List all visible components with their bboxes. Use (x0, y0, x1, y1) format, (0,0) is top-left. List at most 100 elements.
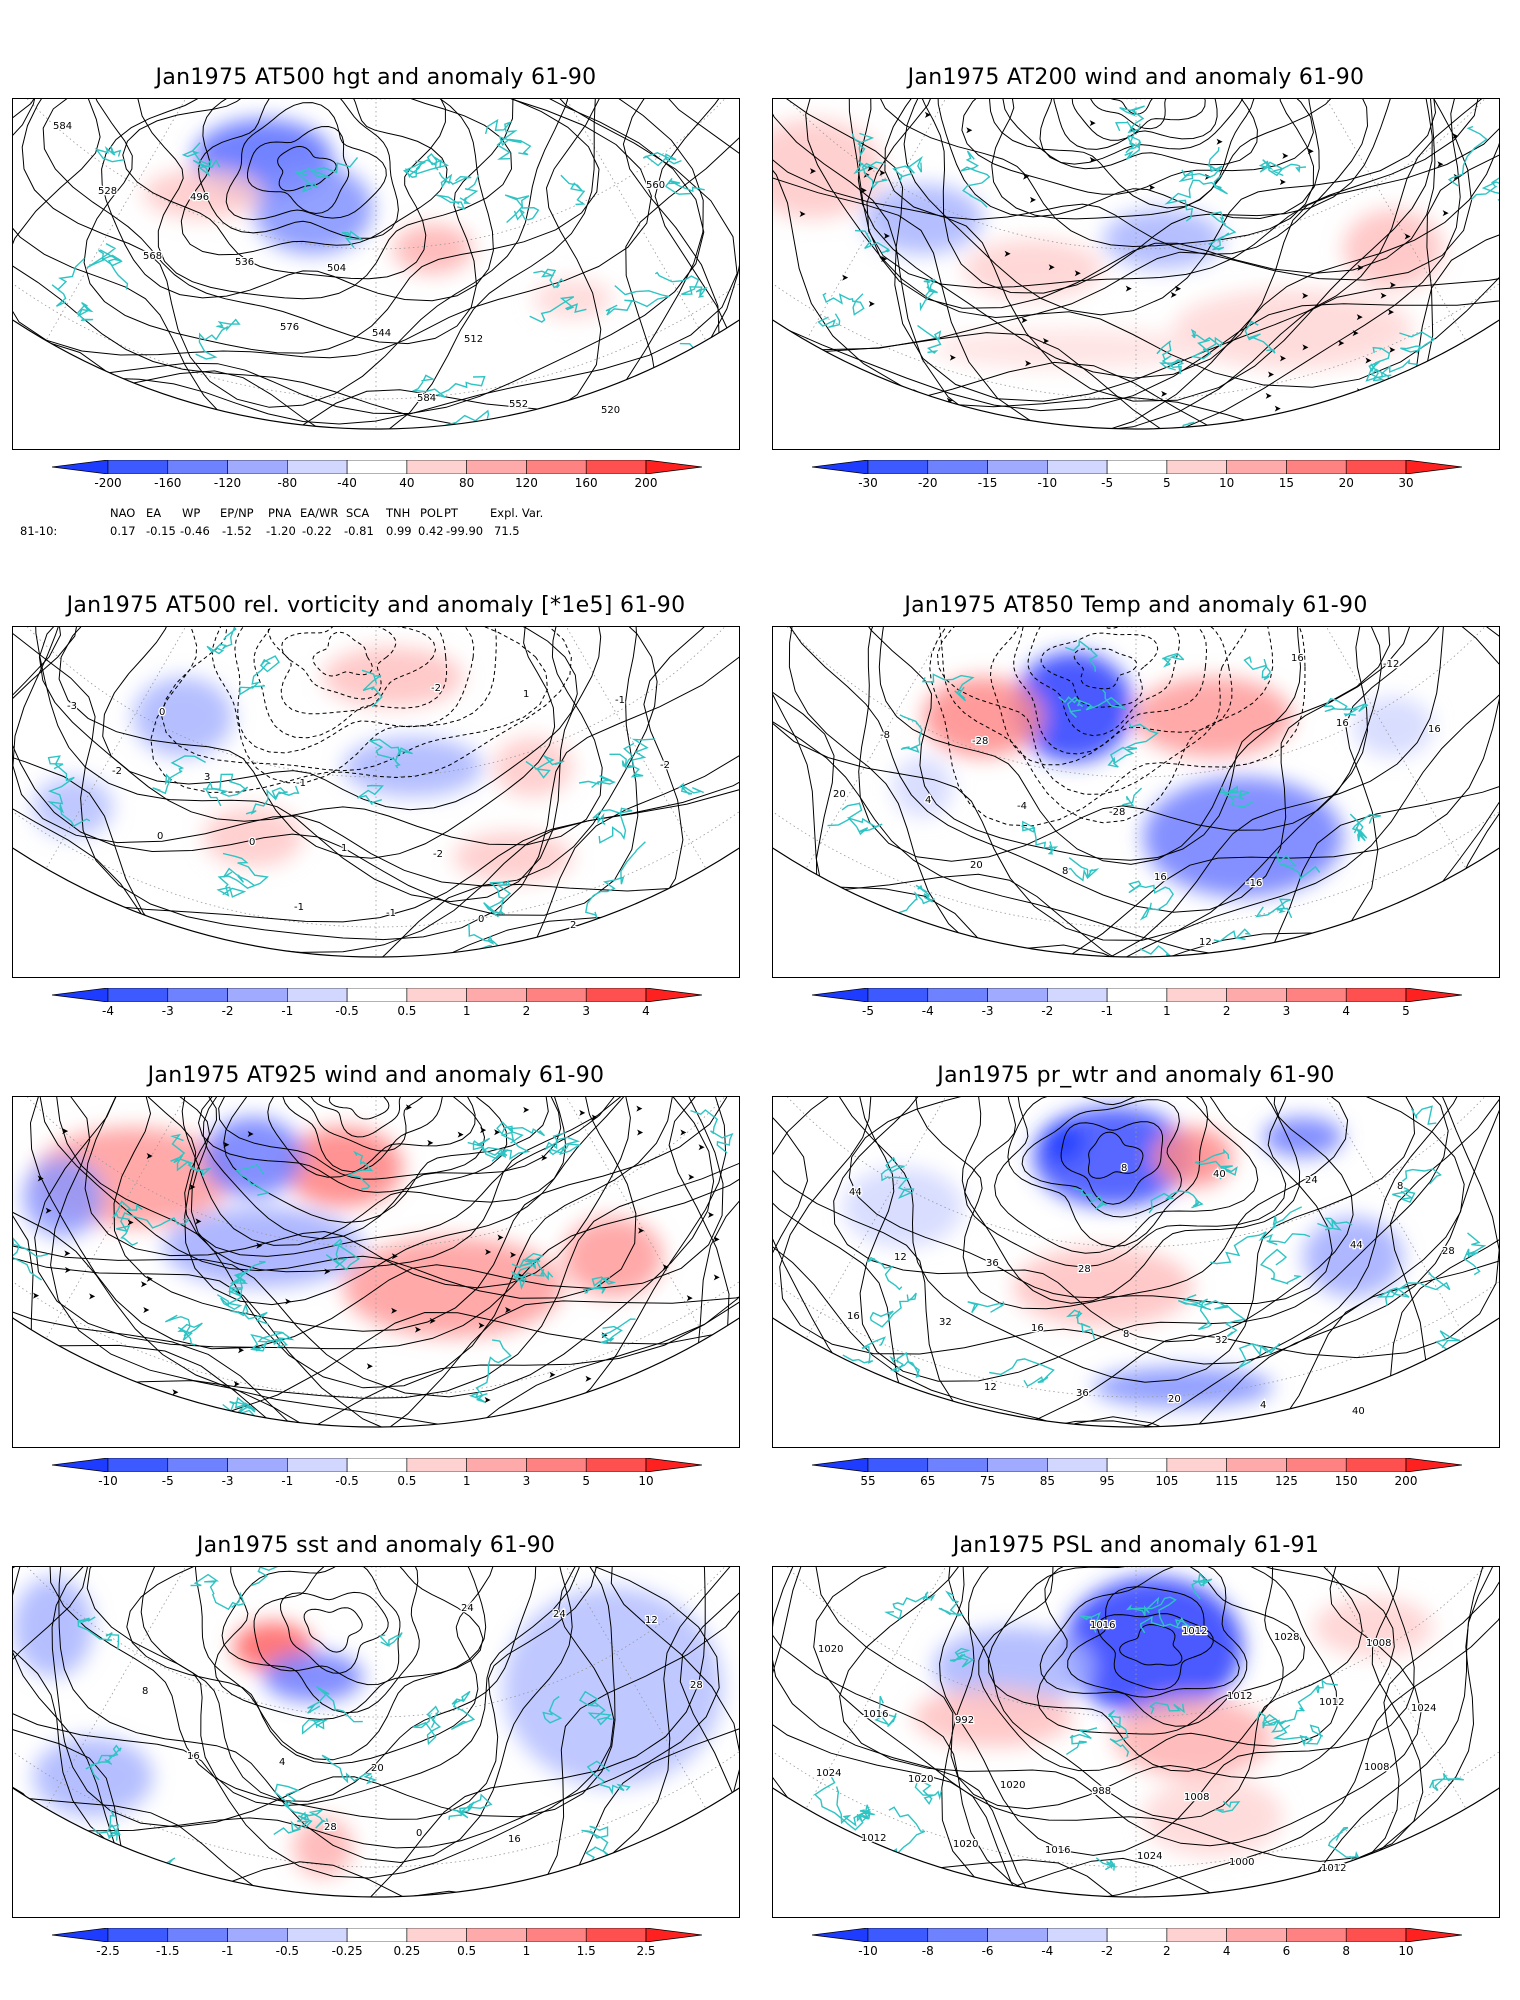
contour-label: 28 (324, 1822, 337, 1833)
colorbar-tick-label: 1 (522, 1944, 531, 1958)
colorbar-tick-label: -2 (1041, 1004, 1054, 1018)
colorbar-extend-high (645, 1928, 702, 1942)
colorbar-swatch (987, 1928, 1048, 1942)
colorbar-swatch (1345, 460, 1407, 474)
colorbar-tick-label: 200 (1394, 1474, 1418, 1488)
colorbar: -10 -8 -6 -4 -2 2 4 6 8 10 (812, 1928, 1462, 1968)
contour-label: 536 (235, 257, 254, 268)
colorbar-swatch (466, 988, 527, 1002)
contour-label: 1020 (908, 1774, 933, 1785)
colorbar-tick-label: 3 (582, 1004, 591, 1018)
colorbar-tick-label: -3 (981, 1004, 994, 1018)
anomaly-shading (843, 1107, 1403, 1407)
colorbar-tick-label: 120 (514, 476, 538, 490)
colorbar-tick-label: -0.5 (275, 1944, 300, 1958)
colorbar-bar (812, 1458, 1462, 1472)
colorbar-swatch (585, 1928, 647, 1942)
anomaly-shading (143, 119, 613, 319)
colorbar-extend-high (1405, 988, 1462, 1002)
panel-title: Jan1975 sst and anomaly 61-90 (196, 1533, 556, 1558)
colorbar: -4 -3 -2 -1 -0.5 0.5 1 2 3 4 (52, 988, 702, 1028)
colorbar-swatch (1226, 1928, 1287, 1942)
contour-label: 20 (833, 789, 846, 800)
colorbar-swatch (1047, 1928, 1108, 1942)
colorbar-tick-label: -6 (981, 1944, 994, 1958)
colorbar-swatch (227, 988, 288, 1002)
colorbar-swatch (585, 460, 647, 474)
contour-label: 20 (371, 1763, 384, 1774)
colorbar-extend-high (1405, 1458, 1462, 1472)
graticule (773, 99, 1499, 429)
panel-title: Jan1975 AT925 wind and anomaly 61-90 (147, 1063, 605, 1088)
colorbar-swatch (466, 1928, 527, 1942)
contour-label: 512 (464, 334, 483, 345)
contour-label: 0 (416, 1828, 422, 1839)
colorbar-extend-low (52, 1928, 109, 1942)
colorbar-extend-low (812, 460, 869, 474)
polar-map: 1008 1012 1020 992 988 1000 1008 1016 1020 1024 10… (773, 1567, 1499, 1898)
colorbar-swatch (1047, 1458, 1108, 1472)
colorbar-tick-label: -0.5 (335, 1474, 359, 1488)
contour-label: 8 (1121, 1163, 1127, 1174)
contour-label: 4 (925, 795, 931, 806)
colorbar-swatch (167, 1928, 228, 1942)
contour-labels: 584 496 504 512 520 528 536 544 552 560 568 576 584 (52, 120, 667, 418)
contour-label: 1 (523, 689, 529, 700)
contour-label: 496 (190, 192, 209, 203)
contour-label: 16 (1031, 1323, 1044, 1334)
colorbar-bar (812, 460, 1462, 474)
colorbar-extend-high (645, 460, 702, 474)
colorbar-extend-low (52, 988, 109, 1002)
colorbar-extend-low (52, 460, 109, 474)
contour-label: 44 (849, 1187, 862, 1198)
colorbar-tick-label: 10 (1398, 1944, 1414, 1958)
colorbar-tick-label: 0.5 (457, 1944, 477, 1958)
colorbar-extend-low (812, 988, 869, 1002)
colorbar-tick-label: 40 (399, 476, 415, 490)
map-frame (772, 98, 1500, 450)
teleconnection-header: TNH (386, 506, 411, 520)
anomaly-shading (13, 1577, 723, 1877)
colorbar-tick-label: 65 (920, 1474, 936, 1488)
colorbar-swatch (927, 988, 988, 1002)
colorbar-swatch (107, 988, 169, 1002)
contour-label: -28 (1109, 807, 1125, 818)
contour-label: 1016 (1090, 1620, 1115, 1631)
colorbar-swatch (227, 460, 288, 474)
contour-label: 16 (1336, 718, 1349, 729)
map-frame: 20 16 12 8 4 0 24 28 16 28 24 (12, 1566, 740, 1918)
colorbar-swatch (406, 1458, 467, 1472)
colorbar-swatch (1286, 460, 1347, 474)
colorbar-tick-label: 0.5 (397, 1474, 417, 1488)
panel-title: Jan1975 AT500 hgt and anomaly 61-90 (155, 65, 597, 90)
contour-label: 528 (98, 186, 117, 197)
contour-label: -2 (433, 849, 443, 860)
anomaly-shading (23, 1117, 663, 1337)
contour-label: 8 (1397, 1181, 1403, 1192)
colorbar-tick-label: -3 (221, 1474, 234, 1488)
colorbar-tick-label: 2 (1222, 1004, 1231, 1018)
colorbar-tick-label: 0.5 (397, 1004, 417, 1018)
colorbar-swatch (346, 988, 408, 1002)
contour-label: 1008 (1366, 1638, 1391, 1649)
colorbar-extend-high (645, 1458, 702, 1472)
colorbar-tick-label: 4 (1222, 1944, 1231, 1958)
contour-label: 4 (279, 1757, 285, 1768)
colorbar-tick-label: -5 (1101, 476, 1114, 490)
colorbar-tick-label: 200 (634, 476, 658, 490)
wind-arrows (33, 1104, 720, 1403)
colorbar-swatch (927, 1458, 988, 1472)
colorbar-tick-label: 5 (582, 1474, 591, 1488)
contour-label: 552 (509, 399, 528, 410)
teleconnection-header: PT (444, 506, 458, 520)
contour-label: 8 (1062, 866, 1068, 877)
colorbar-swatch (987, 1458, 1048, 1472)
colorbar-swatch (406, 460, 467, 474)
colorbar-tick-label: -4 (1041, 1944, 1054, 1958)
contour-lines (773, 99, 1499, 429)
colorbar-swatch (1286, 1458, 1347, 1472)
colorbar-swatch (867, 1928, 929, 1942)
colorbar-bar (812, 1928, 1462, 1942)
colorbar-tick-label: 15 (1278, 476, 1295, 490)
colorbar-swatch (1106, 1458, 1168, 1472)
